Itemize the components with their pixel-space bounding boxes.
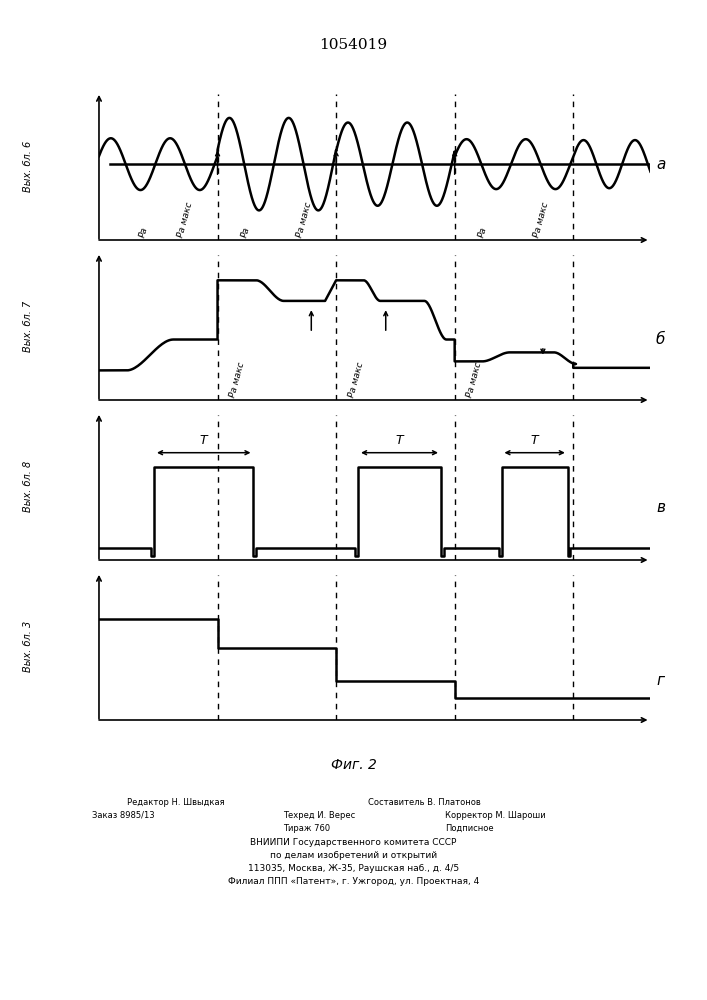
Text: в: в [656,500,665,515]
Text: по делам изобретений и открытий: по делам изобретений и открытий [270,851,437,860]
Text: Ра макс: Ра макс [466,361,484,399]
Text: Ра: Ра [240,225,251,238]
Text: Фиг. 2: Фиг. 2 [331,758,376,772]
Text: Корректор М. Шароши: Корректор М. Шароши [445,811,546,820]
Text: Ра макс: Ра макс [228,361,247,399]
Text: Техред И. Верес: Техред И. Верес [283,811,355,820]
Text: Ра: Ра [477,225,489,238]
Text: г: г [656,673,664,688]
Text: Тираж 760: Тираж 760 [283,824,330,833]
Text: ВНИИПИ Государственного комитета СССР: ВНИИПИ Государственного комитета СССР [250,838,457,847]
Text: T: T [531,434,539,447]
Text: Вых. бл. 7: Вых. бл. 7 [23,300,33,352]
Text: Вых. бл. 3: Вых. бл. 3 [23,620,33,672]
Text: T: T [200,434,208,447]
Text: Заказ 8985/13: Заказ 8985/13 [92,811,155,820]
Text: б: б [656,332,665,347]
Text: а: а [656,157,665,172]
Text: T: T [396,434,403,447]
Text: Ра макс: Ра макс [295,201,313,238]
Text: Ра: Ра [138,225,149,238]
Text: Редактор Н. Швыдкая: Редактор Н. Швыдкая [127,798,225,807]
Text: Филиал ППП «Патент», г. Ужгород, ул. Проектная, 4: Филиал ППП «Патент», г. Ужгород, ул. Про… [228,877,479,886]
Text: Ра макс: Ра макс [347,361,366,399]
Text: Ра макс: Ра макс [532,201,550,238]
Text: Составитель В. Платонов: Составитель В. Платонов [368,798,480,807]
Text: Вых. бл. 8: Вых. бл. 8 [23,460,33,512]
Text: Вых. бл. 6: Вых. бл. 6 [23,140,33,192]
Text: 113035, Москва, Ж-35, Раушская наб., д. 4/5: 113035, Москва, Ж-35, Раушская наб., д. … [248,864,459,873]
Text: Подписное: Подписное [445,824,494,833]
Text: Ра макс: Ра макс [176,201,194,238]
Text: 1054019: 1054019 [320,38,387,52]
